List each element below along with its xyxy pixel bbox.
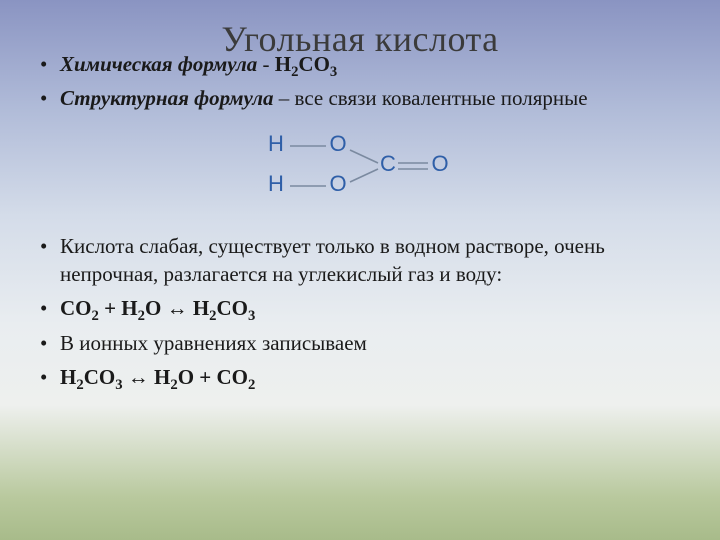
- equation-2: H2CO3 ↔ H2O + CO2: [60, 365, 255, 389]
- structural-formula-rest: – все связи ковалентные полярные: [274, 86, 588, 110]
- chemical-formula-value: H2CO3: [275, 52, 338, 76]
- bullet-equation-1: CO2 + H2O ↔ H2CO3: [34, 294, 686, 322]
- bullet-structural-formula: Структурная формула – все связи ковалент…: [34, 84, 686, 112]
- svg-text:H: H: [268, 131, 284, 156]
- svg-text:O: O: [431, 151, 448, 176]
- bullet-ionic-note: В ионных уравнениях записываем: [34, 329, 686, 357]
- svg-text:C: C: [380, 151, 396, 176]
- bullet-list: Химическая формула - H2CO3 Структурная ф…: [34, 50, 686, 113]
- molecule-svg: H O H O C O: [260, 131, 460, 203]
- bullet-description: Кислота слабая, существует только в водн…: [34, 232, 686, 289]
- slide: Угольная кислота Химическая формула - H2…: [0, 0, 720, 540]
- structural-diagram: H O H O C O: [34, 131, 686, 208]
- svg-text:O: O: [329, 131, 346, 156]
- bullet-list-2: Кислота слабая, существует только в водн…: [34, 232, 686, 392]
- bullet-equation-2: H2CO3 ↔ H2O + CO2: [34, 363, 686, 391]
- chemical-formula-connector: -: [257, 52, 275, 76]
- svg-text:H: H: [268, 171, 284, 196]
- bullet-chemical-formula: Химическая формула - H2CO3: [34, 50, 686, 78]
- equation-1: CO2 + H2O ↔ H2CO3: [60, 296, 255, 320]
- structural-formula-lead: Структурная формула: [60, 86, 274, 110]
- svg-text:O: O: [329, 171, 346, 196]
- chemical-formula-lead: Химическая формула: [60, 52, 257, 76]
